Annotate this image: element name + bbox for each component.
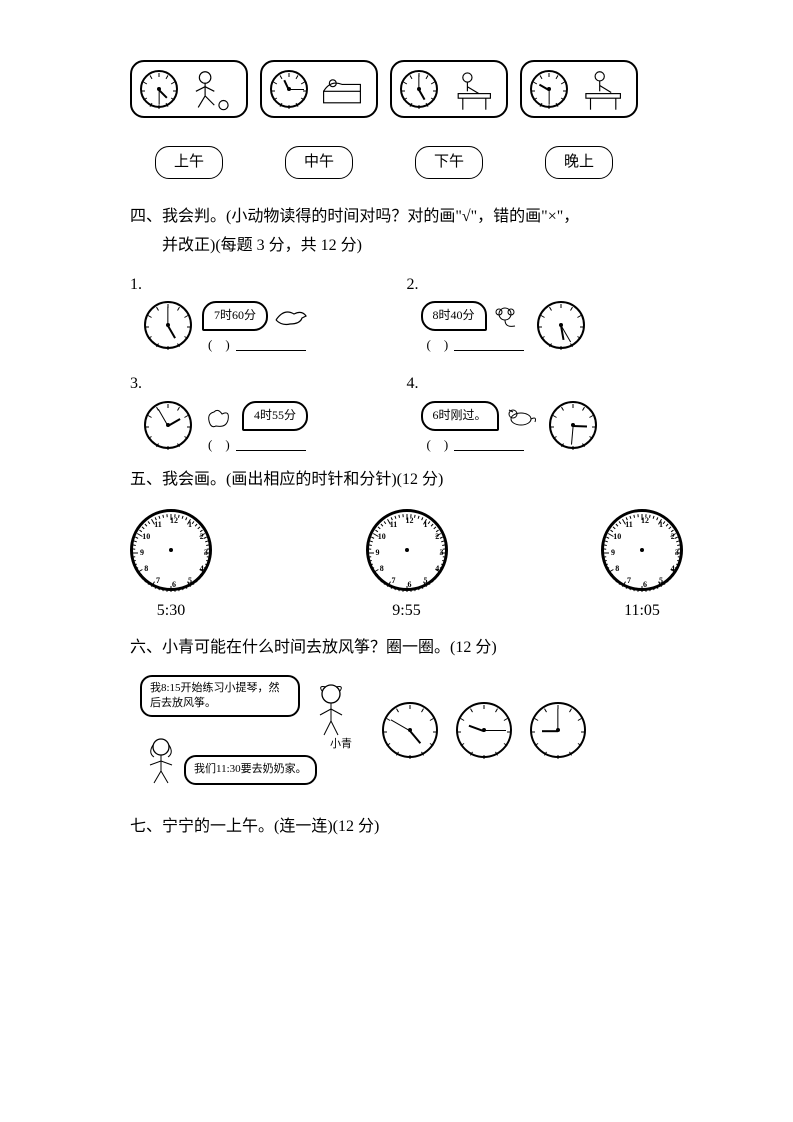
question-4: 四、我会判。(小动物读得的时间对吗？对的画"√"，错的画"×"， 并改正)(每题… (130, 203, 683, 261)
clock-option[interactable] (456, 702, 512, 758)
answer-blank[interactable]: ( ) (427, 433, 525, 456)
label-text: 中午 (285, 146, 353, 179)
q4-item: 8时40分 ( ) (407, 301, 684, 356)
clock-icon (400, 70, 438, 108)
speech-text: 我8:15开始练习小提琴，然后去放风筝。 (150, 682, 280, 709)
squirrel-icon (202, 402, 238, 430)
q4-title-line2: 并改正)(每题 3 分，共 12 分) (162, 232, 683, 261)
question-7: 七、宁宁的一上午。(连一连)(12 分) (130, 813, 683, 842)
bed-illustration (316, 66, 368, 112)
speech-bubble: 4时55分 (242, 401, 308, 431)
q5-clock-cell: 123456789101112 9:55 (366, 509, 448, 626)
clock-icon (549, 401, 597, 449)
speech-bubble: 6时刚过。 (421, 401, 499, 431)
question-5: 五、我会画。(画出相应的时针和分针)(12 分) (130, 466, 683, 495)
answer-blank[interactable]: ( ) (208, 433, 306, 456)
q5-title: 五、我会画。(画出相应的时针和分针)(12 分) (130, 466, 683, 495)
bubble-text: 7时60分 (214, 308, 256, 322)
bubble-text: 8时40分 (433, 308, 475, 322)
label-text: 上午 (155, 146, 223, 179)
time-label: 下午 (390, 146, 508, 179)
speech-bubble: 8时40分 (421, 301, 487, 331)
time-label: 中午 (260, 146, 378, 179)
label-text: 晚上 (545, 146, 613, 179)
time-label: 晚上 (520, 146, 638, 179)
blank-clock[interactable]: 123456789101112 (130, 509, 212, 591)
time-label-row: 上午 中午 下午 晚上 (130, 146, 683, 179)
girl-xiaoqing-icon (310, 681, 352, 737)
speech-text: 我们11:30要去奶奶家。 (194, 763, 307, 775)
speech-bubble-2: 我们11:30要去奶奶家。 (184, 755, 317, 785)
q4-row1: 1. 7时60分 ( ) 2. 8时40分 (130, 267, 683, 357)
q4-item-number: 3. (130, 370, 407, 399)
person-name: 小青 (330, 735, 352, 755)
clock-icon (270, 70, 308, 108)
speech-bubble-1: 我8:15开始练习小提琴，然后去放风筝。 (140, 675, 300, 718)
clock-time-label: 11:05 (601, 597, 683, 626)
clock-option[interactable] (382, 702, 438, 758)
speech-bubble: 7时60分 (202, 301, 268, 331)
dog-icon (503, 402, 539, 430)
clock-icon (537, 301, 585, 349)
question-6: 六、小青可能在什么时间去放风筝？圈一圈。(12 分) (130, 634, 683, 663)
blank-clock[interactable]: 123456789101112 (366, 509, 448, 591)
q6-clock-options (382, 702, 586, 758)
clock-icon (140, 70, 178, 108)
activity-panel (520, 60, 638, 118)
clock-time-label: 9:55 (366, 597, 448, 626)
q4-item-number: 4. (407, 370, 684, 399)
q7-title: 七、宁宁的一上午。(连一连)(12 分) (130, 813, 683, 842)
woman-icon (140, 735, 182, 785)
time-label: 上午 (130, 146, 248, 179)
clock-icon (530, 70, 568, 108)
answer-blank[interactable]: ( ) (208, 333, 306, 356)
activity-panel-row (130, 60, 683, 118)
bubble-text: 4时55分 (254, 408, 296, 422)
q6-content: 我8:15开始练习小提琴，然后去放风筝。 小青 我们11:30要去奶奶家。 (140, 675, 683, 785)
label-text: 下午 (415, 146, 483, 179)
clock-option[interactable] (530, 702, 586, 758)
q4-title-line1: 四、我会判。(小动物读得的时间对吗？对的画"√"，错的画"×"， (130, 203, 683, 232)
answer-blank[interactable]: ( ) (427, 333, 525, 356)
q4-item: 7时60分 ( ) (130, 301, 407, 356)
bubble-text: 6时刚过。 (433, 408, 487, 422)
activity-panel (390, 60, 508, 118)
q4-row2: 3. 4时55分 ( ) 4. 6时刚过。 (130, 366, 683, 456)
clock-time-label: 5:30 (130, 597, 212, 626)
bird-icon (272, 302, 308, 330)
activity-panel (130, 60, 248, 118)
q4-item-number: 1. (130, 271, 407, 300)
q6-title: 六、小青可能在什么时间去放风筝？圈一圈。(12 分) (130, 634, 683, 663)
q4-item: 4时55分 ( ) (130, 401, 407, 456)
child-soccer-illustration (186, 66, 238, 112)
q4-item: 6时刚过。 ( ) (407, 401, 684, 456)
q5-clock-cell: 123456789101112 5:30 (130, 509, 212, 626)
clock-icon (144, 301, 192, 349)
monkey-icon (491, 302, 527, 330)
child-desk-illustration (446, 66, 498, 112)
blank-clock[interactable]: 123456789101112 (601, 509, 683, 591)
q4-item-number: 2. (407, 271, 684, 300)
q5-clocks-row: 123456789101112 5:30 123456789101112 9:5… (130, 509, 683, 626)
child-study-illustration (576, 66, 628, 112)
activity-panel (260, 60, 378, 118)
dialog-illustration: 我8:15开始练习小提琴，然后去放风筝。 小青 我们11:30要去奶奶家。 (140, 675, 360, 785)
q5-clock-cell: 123456789101112 11:05 (601, 509, 683, 626)
clock-icon (144, 401, 192, 449)
